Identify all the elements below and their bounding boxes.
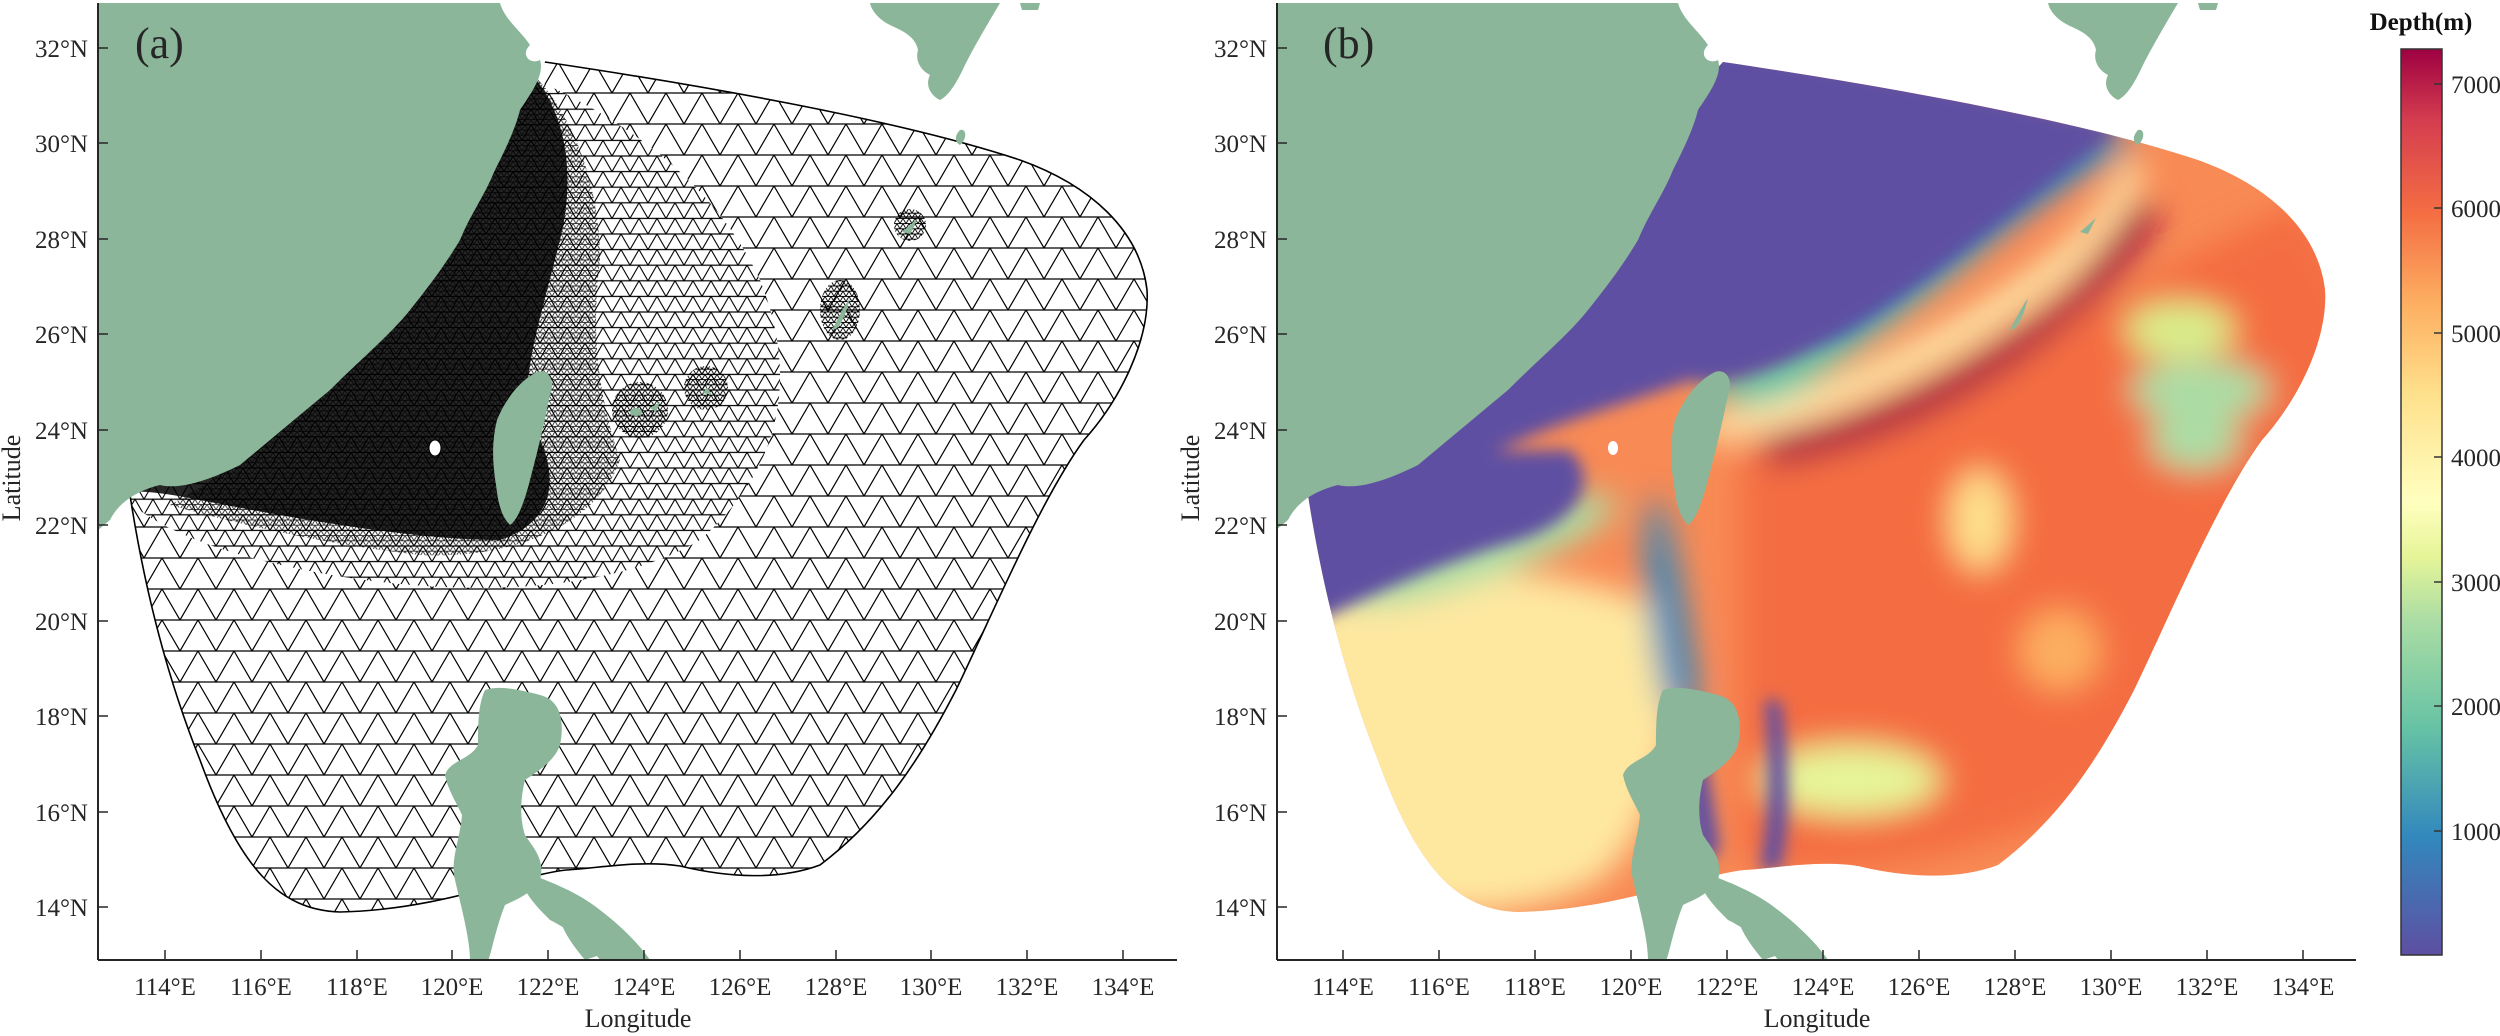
svg-text:128°E: 128°E (805, 974, 868, 1001)
colorbar-title: Depth(m) (2370, 9, 2473, 36)
svg-text:4000: 4000 (2451, 445, 2500, 472)
svg-text:16°N: 16°N (1214, 800, 1267, 827)
x-ticks-a: 114°E 116°E 118°E 120°E 122°E 124°E 126°… (134, 950, 1154, 1033)
y-ticks-b: 32°N 30°N 28°N 26°N 24°N 22°N 20°N 18°N … (1176, 36, 1287, 922)
colorbar: Depth(m) 7000 6000 5000 4000 3000 2000 1… (2370, 9, 2500, 956)
panel-b: (b) 114°E 116°E 118°E 120°E 122°E 124°E … (1176, 3, 2356, 1033)
svg-text:126°E: 126°E (1888, 974, 1951, 1001)
svg-text:114°E: 114°E (1312, 974, 1374, 1001)
y-axis-title-a: Latitude (0, 435, 26, 522)
svg-text:122°E: 122°E (517, 974, 580, 1001)
svg-text:30°N: 30°N (1214, 131, 1267, 158)
svg-text:134°E: 134°E (2272, 974, 2335, 1001)
svg-text:24°N: 24°N (1214, 418, 1267, 445)
svg-text:18°N: 18°N (35, 704, 88, 731)
svg-text:20°N: 20°N (35, 609, 88, 636)
svg-text:16°N: 16°N (35, 800, 88, 827)
x-axis-title-b: Longitude (1764, 1004, 1871, 1033)
svg-text:122°E: 122°E (1696, 974, 1759, 1001)
svg-text:20°N: 20°N (1214, 609, 1267, 636)
svg-text:3000: 3000 (2451, 570, 2500, 597)
colorbar-ticks: 7000 6000 5000 4000 3000 2000 1000 (2451, 72, 2500, 846)
svg-text:2000: 2000 (2451, 694, 2500, 721)
svg-text:134°E: 134°E (1092, 974, 1155, 1001)
svg-text:118°E: 118°E (326, 974, 388, 1001)
svg-text:30°N: 30°N (35, 131, 88, 158)
svg-text:116°E: 116°E (230, 974, 292, 1001)
svg-text:26°N: 26°N (35, 322, 88, 349)
panel-label-a: (a) (135, 19, 184, 68)
svg-text:124°E: 124°E (1792, 974, 1855, 1001)
x-axis-title-a: Longitude (585, 1004, 692, 1033)
panel-label-b: (b) (1323, 19, 1374, 68)
svg-text:18°N: 18°N (1214, 704, 1267, 731)
svg-text:22°N: 22°N (1214, 513, 1267, 540)
svg-text:24°N: 24°N (35, 418, 88, 445)
svg-text:130°E: 130°E (2080, 974, 2143, 1001)
svg-text:26°N: 26°N (1214, 322, 1267, 349)
svg-text:14°N: 14°N (1214, 895, 1267, 922)
svg-text:132°E: 132°E (996, 974, 1059, 1001)
svg-text:114°E: 114°E (134, 974, 196, 1001)
svg-text:28°N: 28°N (35, 227, 88, 254)
svg-text:6000: 6000 (2451, 196, 2500, 223)
x-ticks-b: 114°E 116°E 118°E 120°E 122°E 124°E 126°… (1312, 950, 2334, 1033)
svg-text:32°N: 32°N (1214, 36, 1267, 63)
y-axis-title-b: Latitude (1176, 435, 1205, 522)
y-ticks-a: 32°N 30°N 28°N 26°N 24°N 22°N 20°N 18°N … (0, 36, 108, 922)
svg-text:22°N: 22°N (35, 513, 88, 540)
svg-text:5000: 5000 (2451, 321, 2500, 348)
svg-text:132°E: 132°E (2176, 974, 2239, 1001)
mesh-area (130, 62, 1148, 912)
svg-text:32°N: 32°N (35, 36, 88, 63)
svg-text:120°E: 120°E (421, 974, 484, 1001)
svg-text:116°E: 116°E (1408, 974, 1470, 1001)
svg-text:126°E: 126°E (709, 974, 772, 1001)
svg-text:128°E: 128°E (1984, 974, 2047, 1001)
panel-a: (a) 114°E 116°E 118°E 120°E 122°E 124°E … (0, 3, 1177, 1033)
svg-text:28°N: 28°N (1214, 227, 1267, 254)
svg-text:118°E: 118°E (1504, 974, 1566, 1001)
svg-text:120°E: 120°E (1600, 974, 1663, 1001)
svg-text:1000: 1000 (2451, 819, 2500, 846)
svg-text:130°E: 130°E (900, 974, 963, 1001)
svg-text:7000: 7000 (2451, 72, 2500, 99)
svg-text:124°E: 124°E (613, 974, 676, 1001)
svg-text:14°N: 14°N (35, 895, 88, 922)
